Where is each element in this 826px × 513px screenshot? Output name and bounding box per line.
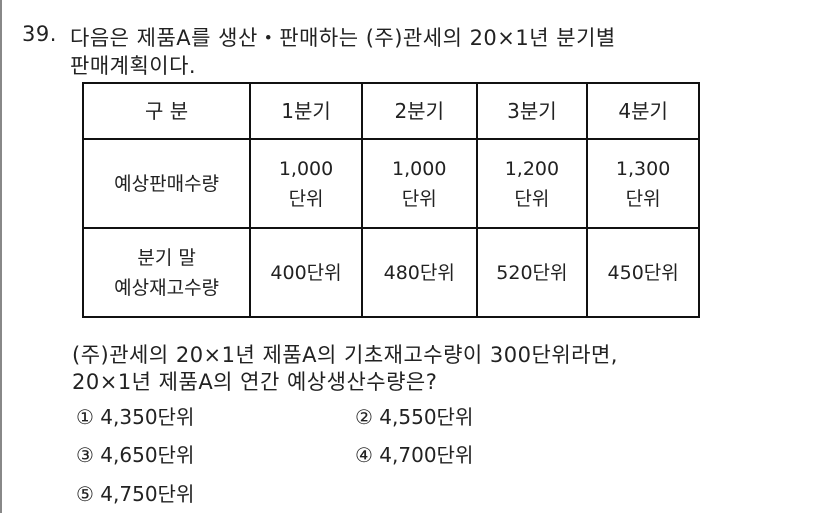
option-text: 4,650단위 xyxy=(100,443,195,467)
option-mark: ② xyxy=(355,405,373,429)
cell-unit: 단위 xyxy=(288,187,324,210)
option-mark: ⑤ xyxy=(76,482,94,506)
prompt-line2: 20×1년 제품A의 연간 예상생산수량은? xyxy=(72,370,438,394)
table-cell: 1,300 단위 xyxy=(586,138,700,229)
option-mark: ③ xyxy=(76,443,94,467)
table-cell: 450단위 xyxy=(586,227,700,318)
row-label-text: 분기 말 xyxy=(137,246,196,269)
cell-value: 1,000 xyxy=(392,157,447,180)
header-cell: 4분기 xyxy=(586,82,700,140)
table-cell: 1,000 단위 xyxy=(249,138,363,229)
cell-value: 1,200 xyxy=(504,157,560,180)
row-label-text: 예상판매수량 xyxy=(114,172,220,195)
page-left-border xyxy=(0,0,2,513)
option-2[interactable]: ② 4,550단위 xyxy=(355,401,473,430)
option-3[interactable]: ③ 4,650단위 xyxy=(76,439,194,468)
cell-unit: 단위 xyxy=(401,187,437,210)
option-4[interactable]: ④ 4,700단위 xyxy=(355,439,473,468)
option-text: 4,550단위 xyxy=(379,405,474,429)
table-cell: 1,000 단위 xyxy=(360,138,478,229)
cell-value: 1,000 xyxy=(278,157,334,180)
header-cell: 3분기 xyxy=(475,82,589,140)
table-cell: 480단위 xyxy=(360,227,478,318)
question-number: 39. xyxy=(22,22,57,46)
cell-unit: 단위 xyxy=(514,187,550,210)
table-header-row: 구 분 1분기 2분기 3분기 4분기 xyxy=(81,82,700,140)
header-cell: 1분기 xyxy=(249,82,363,140)
table-row: 예상판매수량 1,000 단위 1,000 단위 1,200 단위 1,300 단위 xyxy=(81,138,700,229)
cell-value: 1,300 xyxy=(615,157,671,180)
option-mark: ④ xyxy=(355,443,373,467)
header-cell: 구 분 xyxy=(81,82,252,140)
sales-plan-table: 구 분 1분기 2분기 3분기 4분기 예상판매수량 1,000 단위 1,000… xyxy=(81,82,700,318)
option-1[interactable]: ① 4,350단위 xyxy=(76,401,194,430)
cell-unit: 단위 xyxy=(625,187,661,210)
option-text: 4,700단위 xyxy=(379,443,474,467)
option-5[interactable]: ⑤ 4,750단위 xyxy=(76,478,194,507)
table-cell: 400단위 xyxy=(249,227,363,318)
row-label-text: 예상재고수량 xyxy=(114,276,220,299)
prompt-line1: (주)관세의 20×1년 제품A의 기초재고수량이 300단위라면, xyxy=(72,343,618,367)
option-text: 4,350단위 xyxy=(100,405,195,429)
option-text: 4,750단위 xyxy=(100,482,195,506)
question-line1: 다음은 제품A를 생산・판매하는 (주)관세의 20×1년 분기별 xyxy=(70,26,616,50)
option-mark: ① xyxy=(76,405,94,429)
table-cell: 520단위 xyxy=(475,227,589,318)
question-line2: 판매계획이다. xyxy=(70,54,197,78)
row-label: 예상판매수량 xyxy=(81,138,252,229)
table-cell: 1,200 단위 xyxy=(475,138,589,229)
header-cell: 2분기 xyxy=(360,82,478,140)
